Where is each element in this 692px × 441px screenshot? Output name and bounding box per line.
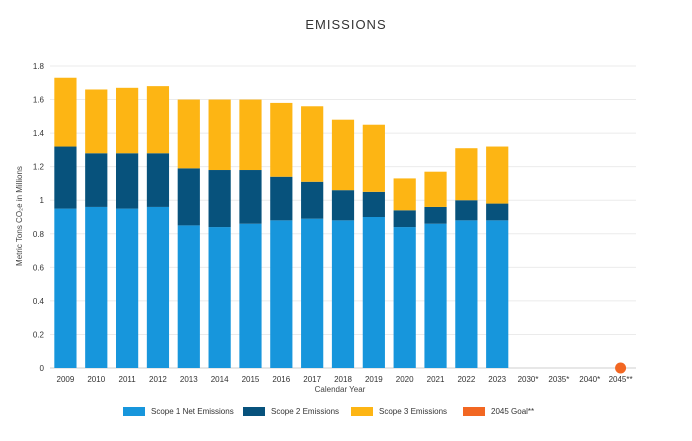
x-tick-label: 2019 <box>365 375 383 384</box>
x-axis-title: Calendar Year <box>315 385 366 394</box>
bar-scope3-2012 <box>146 86 170 154</box>
bar-scope3-2020 <box>393 178 416 211</box>
bar-scope3-2021 <box>424 171 447 207</box>
y-tick-label: 0.4 <box>33 297 45 306</box>
bar-scope1-2017 <box>301 218 324 368</box>
x-tick-label: 2045** <box>609 375 633 384</box>
x-tick-label: 2009 <box>57 375 75 384</box>
bar-scope2-2019 <box>362 191 385 217</box>
x-tick-label: 2013 <box>180 375 198 384</box>
y-tick-label: 0.6 <box>33 263 45 272</box>
x-tick-label: 2018 <box>334 375 352 384</box>
bar-scope2-2010 <box>85 153 108 207</box>
y-tick-label: 1 <box>40 196 45 205</box>
legend-label: Scope 3 Emissions <box>379 407 447 416</box>
bar-scope2-2021 <box>424 206 447 224</box>
bar-scope2-2023 <box>486 203 509 221</box>
legend-swatch <box>243 407 265 416</box>
x-tick-label: 2020 <box>396 375 414 384</box>
bar-scope3-2023 <box>486 146 509 204</box>
goal-marker-2045 <box>615 362 627 374</box>
bar-scope3-2022 <box>455 148 478 201</box>
x-tick-label: 2012 <box>149 375 167 384</box>
x-tick-label: 2021 <box>427 375 445 384</box>
bar-scope1-2023 <box>486 220 509 368</box>
x-tick-label: 2014 <box>211 375 229 384</box>
y-tick-label: 1.8 <box>33 62 45 71</box>
bar-scope1-2016 <box>270 220 293 368</box>
bar-scope2-2020 <box>393 210 416 228</box>
bar-scope1-2010 <box>85 206 108 368</box>
chart-title: EMISSIONS <box>305 17 386 32</box>
bars <box>54 77 627 374</box>
bar-scope1-2009 <box>54 208 77 368</box>
legend-swatch <box>351 407 373 416</box>
x-tick-label: 2011 <box>119 375 137 384</box>
bar-scope3-2009 <box>54 77 77 147</box>
x-tick-label: 2035* <box>548 375 569 384</box>
legend-swatch <box>463 407 485 416</box>
x-tick-label: 2010 <box>87 375 105 384</box>
y-tick-label: 0 <box>40 364 45 373</box>
bar-scope2-2009 <box>54 146 77 209</box>
bar-scope1-2019 <box>362 217 385 368</box>
bar-scope2-2015 <box>239 170 262 224</box>
bar-scope1-2015 <box>239 223 262 368</box>
x-tick-label: 2040* <box>579 375 600 384</box>
bar-scope1-2021 <box>424 223 447 368</box>
bar-scope2-2012 <box>146 153 170 207</box>
bar-scope3-2016 <box>270 102 293 177</box>
bar-scope2-2016 <box>270 176 293 221</box>
legend-label: Scope 2 Emissions <box>271 407 339 416</box>
bar-scope3-2011 <box>116 87 139 154</box>
bar-scope2-2013 <box>177 168 200 226</box>
bar-scope1-2012 <box>146 206 170 368</box>
x-tick-label: 2015 <box>242 375 260 384</box>
y-tick-label: 0.2 <box>33 330 45 339</box>
bar-scope2-2022 <box>455 200 478 221</box>
y-tick-label: 1.6 <box>33 96 45 105</box>
bar-scope3-2019 <box>362 124 385 192</box>
y-axis-ticks: 0 0.2 0.4 0.6 0.8 1 1.2 1.4 1.6 1.8 <box>33 62 45 373</box>
bar-scope1-2013 <box>177 225 200 368</box>
x-tick-label: 2023 <box>488 375 506 384</box>
y-axis-title: Metric Tons CO₂e in Millions <box>15 166 24 266</box>
bar-scope1-2011 <box>116 208 139 368</box>
legend-label: 2045 Goal** <box>491 407 534 416</box>
bar-scope1-2014 <box>208 227 231 368</box>
bar-scope2-2018 <box>331 190 355 221</box>
bar-scope1-2020 <box>393 227 416 368</box>
x-tick-label: 2022 <box>457 375 475 384</box>
bar-scope2-2017 <box>301 181 324 219</box>
legend: Scope 1 Net Emissions Scope 2 Emissions Sc… <box>123 407 534 416</box>
bar-scope2-2014 <box>208 170 231 228</box>
x-tick-label: 2016 <box>272 375 290 384</box>
bar-scope3-2015 <box>239 99 262 171</box>
x-tick-label: 2017 <box>303 375 321 384</box>
y-tick-label: 1.2 <box>33 163 45 172</box>
bar-scope1-2022 <box>455 220 478 368</box>
bar-scope2-2011 <box>116 153 139 209</box>
bar-scope3-2010 <box>85 89 108 154</box>
y-tick-label: 0.8 <box>33 230 45 239</box>
bar-scope3-2014 <box>208 99 231 171</box>
x-tick-label: 2030* <box>518 375 539 384</box>
bar-scope1-2018 <box>331 220 355 368</box>
y-tick-label: 1.4 <box>33 129 45 138</box>
x-axis-ticks: 2009 2010 2011 2012 2013 2014 2015 2016 2017 2018… <box>57 375 633 384</box>
legend-swatch <box>123 407 145 416</box>
bar-scope3-2017 <box>301 106 324 182</box>
legend-label: Scope 1 Net Emissions <box>151 407 234 416</box>
bar-scope3-2013 <box>177 99 200 169</box>
bar-scope3-2018 <box>331 119 355 191</box>
